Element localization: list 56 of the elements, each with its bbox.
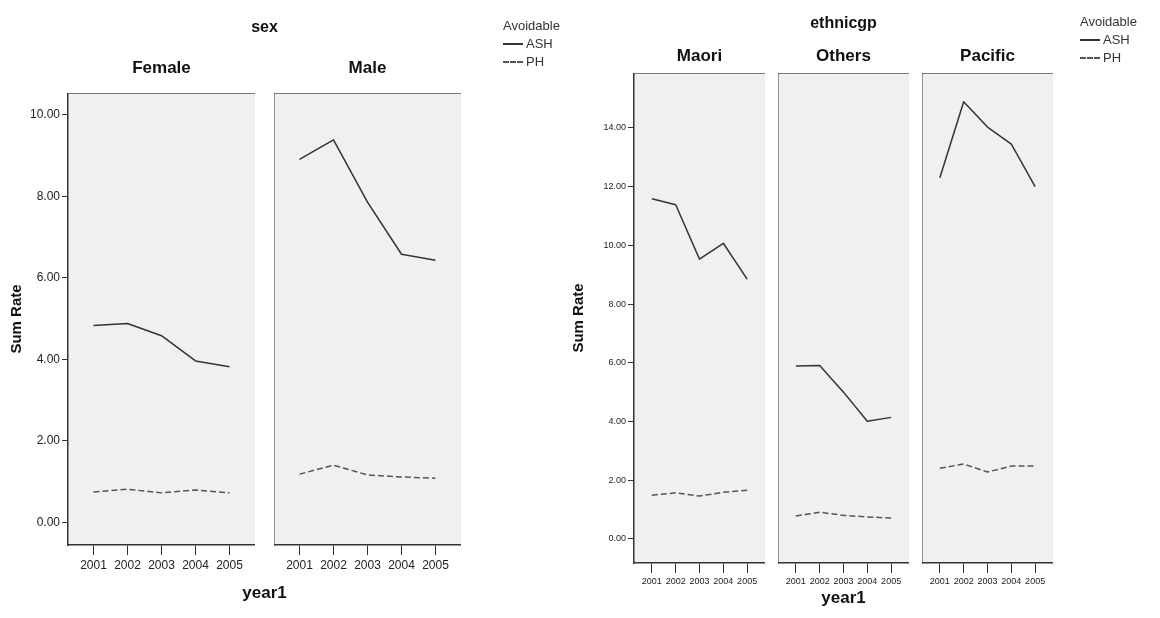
x-tick-label: 2002 — [953, 575, 974, 586]
x-tick-label: 2003 — [977, 575, 998, 586]
x-tick-label: 2004 — [857, 575, 878, 586]
chart-title: Pacific — [959, 46, 1016, 66]
y-tick-label: 0.00 — [608, 533, 626, 544]
x-tick-label: 2005 — [1025, 575, 1046, 586]
x-tick-label: 2004 — [1001, 575, 1022, 586]
x-tick-label: 2002 — [665, 575, 686, 586]
y-tick-label: 12.00 — [603, 181, 626, 192]
legend-label: ASH — [1103, 32, 1130, 47]
y-tick-label: 4.00 — [36, 351, 61, 366]
x-tick-label: 2003 — [354, 557, 382, 572]
legend-label: PH — [526, 54, 545, 69]
x-tick-label: 2001 — [286, 557, 314, 572]
x-tick-label: 2005 — [422, 557, 450, 572]
y-tick-label: 8.00 — [36, 188, 61, 203]
x-tick-label: 2005 — [881, 575, 902, 586]
chart-title: Female — [131, 58, 192, 78]
y-tick-label: 4.00 — [608, 415, 626, 426]
legend-title: Avoidable — [1080, 14, 1137, 29]
y-tick-label: 6.00 — [608, 357, 626, 368]
x-tick-label: 2001 — [929, 575, 950, 586]
legend-title: Avoidable — [503, 18, 560, 33]
x-tick-label: 2001 — [80, 557, 108, 572]
x-tick-label: 2002 — [809, 575, 830, 586]
y-tick-label: 6.00 — [36, 270, 61, 285]
x-tick-label: 2005 — [737, 575, 758, 586]
chart-title: Others — [815, 46, 872, 66]
y-tick-label: 2.00 — [608, 474, 626, 485]
x-axis-title: year1 — [241, 583, 288, 603]
x-tick-label: 2003 — [689, 575, 710, 586]
y-axis-title: Sum Rate — [569, 283, 587, 353]
x-tick-label: 2001 — [641, 575, 662, 586]
x-tick-label: 2005 — [216, 557, 244, 572]
y-tick-label: 2.00 — [36, 433, 61, 448]
chart-title: Male — [347, 58, 388, 78]
x-tick-label: 2003 — [833, 575, 854, 586]
y-tick-label: 0.00 — [36, 514, 61, 529]
x-tick-label: 2003 — [148, 557, 176, 572]
x-tick-label: 2002 — [320, 557, 348, 572]
x-tick-label: 2004 — [388, 557, 416, 572]
y-tick-label: 8.00 — [608, 298, 626, 309]
x-tick-label: 2004 — [713, 575, 734, 586]
y-tick-label: 10.00 — [603, 239, 626, 250]
legend-label: PH — [1103, 50, 1122, 65]
y-tick-label: 10.00 — [29, 107, 61, 122]
x-tick-label: 2004 — [182, 557, 210, 572]
text: ethnicgp — [809, 14, 878, 32]
text: sex — [250, 18, 279, 36]
legend-label: ASH — [526, 36, 553, 51]
x-axis-title: year1 — [820, 588, 867, 608]
chart-title: Maori — [675, 46, 724, 66]
x-tick-label: 2001 — [785, 575, 806, 586]
x-tick-label: 2002 — [114, 557, 142, 572]
y-tick-label: 14.00 — [603, 122, 626, 133]
y-axis-title: Sum Rate — [7, 284, 25, 354]
